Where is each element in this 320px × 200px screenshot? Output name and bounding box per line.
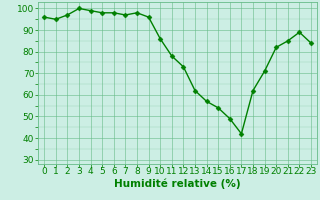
X-axis label: Humidité relative (%): Humidité relative (%) — [114, 179, 241, 189]
